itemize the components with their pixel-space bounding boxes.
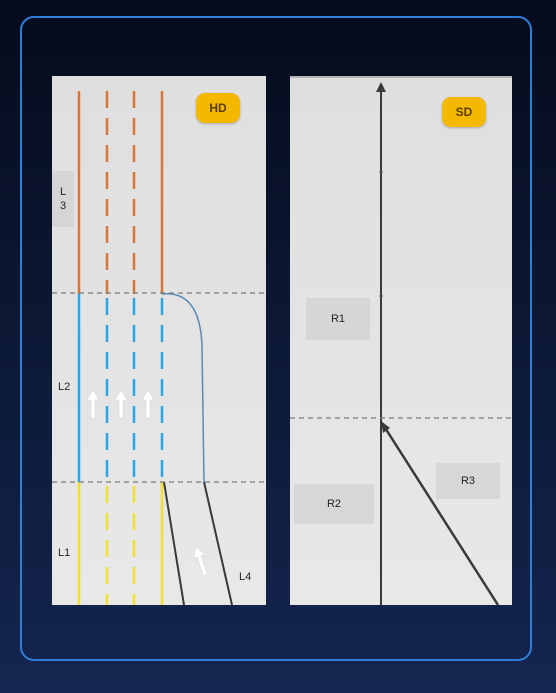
sd-map-panel: SD R1 R2 R3 [290, 76, 512, 605]
sd-badge: SD [442, 97, 486, 127]
sd-road-diagram [290, 76, 512, 605]
arrow-up-icon [86, 389, 100, 419]
l4-left-edge [163, 481, 185, 605]
hd-lane-diagram [52, 91, 266, 605]
road-label-r1: R1 [306, 298, 370, 340]
arrow-up-icon [114, 389, 128, 419]
arrow-up-icon [193, 546, 208, 577]
arrow-up-icon [141, 389, 155, 419]
road-label-r3: R3 [436, 463, 500, 499]
outer-frame [20, 16, 532, 661]
road-label-r2: R2 [294, 484, 374, 524]
arrow-up-icon [376, 82, 386, 92]
lane-label-l4: L4 [239, 571, 252, 583]
l2-lane-lines [77, 294, 164, 482]
l3-lane-lines [77, 91, 164, 294]
l4-right-edge [203, 481, 233, 605]
hd-map-panel: HD L 3 L2 L1 L4 [52, 76, 266, 605]
l1-lane-lines [77, 482, 164, 605]
lane-label-l3: L 3 [52, 171, 74, 227]
arrow-up-icon [381, 421, 390, 433]
sd-branch-road [380, 422, 500, 605]
merge-curve [161, 293, 205, 483]
hd-badge: HD [196, 93, 240, 123]
lane-label-l2: L2 [58, 381, 71, 393]
lane-label-l1: L1 [58, 547, 71, 559]
